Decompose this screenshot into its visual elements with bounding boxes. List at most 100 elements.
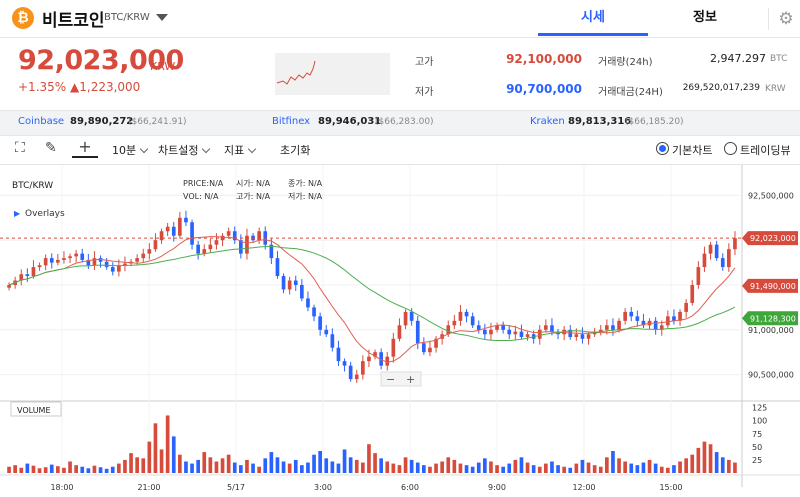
volume-bar (623, 461, 627, 473)
volume-bar (110, 466, 115, 473)
candle-body (605, 325, 609, 330)
volume-bar (611, 451, 615, 473)
candle-body (446, 325, 451, 335)
candle-body (68, 256, 72, 259)
candle-body (452, 320, 457, 326)
volume-bar (226, 454, 231, 473)
volume-bar (653, 463, 658, 473)
basic-chart-label[interactable]: 기본차트 (672, 144, 713, 157)
candle-body (458, 311, 463, 321)
exchange-name-kraken[interactable]: Kraken (530, 116, 565, 127)
crosshair-icon[interactable]: + (72, 137, 98, 158)
zoom-in-icon[interactable]: + (406, 373, 415, 386)
tradingview-label[interactable]: 트레이딩뷰 (740, 144, 791, 157)
volume-bar (720, 457, 725, 473)
volume-bar (86, 468, 91, 473)
indicators-button[interactable]: 지표 (224, 142, 257, 158)
candle-body (519, 331, 524, 337)
volume-bar (117, 463, 121, 473)
volume-bar (171, 436, 176, 473)
candle-body (159, 231, 164, 241)
exchange-price-bar (0, 110, 800, 136)
volume-bar (550, 461, 554, 473)
volume-bar (440, 461, 444, 473)
candle-body (62, 258, 66, 260)
volume-bar (306, 462, 310, 473)
x-tick-label: 15:00 (659, 483, 682, 492)
pencil-icon[interactable]: ✎ (45, 140, 57, 156)
overlays-triangle-icon[interactable]: ▶ (14, 209, 21, 218)
volume-bar (104, 468, 109, 473)
volume-bar (702, 441, 707, 473)
exchange-name-bitfinex[interactable]: Bitfinex (272, 116, 311, 127)
change-amount: ▲1,223,000 (70, 80, 141, 94)
x-tick-label: 5/17 (227, 483, 245, 492)
zoom-out-icon[interactable]: − (386, 373, 395, 386)
info-high: 고가: N/A (236, 192, 271, 201)
candle-body (202, 249, 207, 254)
chart-pair-label: BTC/KRW (12, 181, 53, 191)
volume-bar (251, 463, 255, 473)
candle-body (306, 298, 310, 308)
interval-select[interactable]: 10분 (112, 142, 149, 158)
volume-bar (184, 461, 188, 473)
app-header (0, 0, 800, 38)
volume-bar (714, 452, 719, 473)
tab-info[interactable]: 정보 (693, 10, 717, 25)
candle-body (184, 217, 188, 223)
volume-bar (56, 466, 60, 473)
candle-body (19, 274, 24, 281)
volume-bar (452, 459, 457, 473)
exchange-usd-kraken: ($66,185.20) (625, 117, 684, 127)
volume-bar (129, 453, 133, 473)
fullscreen-icon[interactable]: ⛶ (15, 140, 25, 156)
radio-basic-chart[interactable] (656, 142, 669, 155)
high-value: 92,100,000 (506, 52, 582, 66)
exchange-name-coinbase[interactable]: Coinbase (18, 116, 65, 127)
gear-icon[interactable]: ⚙ (768, 8, 797, 30)
candle-body (733, 238, 737, 250)
volume-bar (537, 466, 542, 473)
volume-bar (74, 465, 78, 473)
volume-tick-label: 125 (752, 404, 767, 413)
candle-body (214, 240, 219, 245)
volume-bar (239, 465, 243, 473)
candle-body (617, 320, 621, 330)
volume-bar (507, 463, 512, 473)
volume-bar (312, 454, 316, 473)
reset-button[interactable]: 초기화 (280, 144, 311, 157)
candle-body (117, 265, 121, 272)
volume-bar (598, 466, 603, 473)
volume-bar (13, 465, 17, 473)
indicators-label: 지표 (224, 144, 245, 157)
candle-body (476, 325, 481, 330)
candle-body (226, 231, 231, 236)
exchange-usd-bitfinex: ($66,283.00) (375, 117, 434, 127)
candlestick-chart[interactable]: 92,500,00092,000,00091,500,00091,000,000… (0, 165, 800, 497)
volume-bar (245, 459, 249, 473)
volume-bar (574, 463, 579, 473)
chart-settings-button[interactable]: 차트설정 (158, 142, 211, 158)
volume-bar (214, 461, 219, 473)
candle-body (153, 240, 158, 250)
volume-bars (7, 415, 737, 473)
volume-bar (141, 458, 146, 473)
x-tick-label: 6:00 (401, 483, 419, 492)
price-sparkline (275, 53, 390, 95)
volume-bar (7, 466, 11, 473)
candle-body (104, 261, 109, 268)
radio-tradingview[interactable] (724, 142, 737, 155)
overlays-toggle[interactable]: Overlays (25, 209, 65, 219)
coin-select-chevron-down-icon[interactable] (156, 14, 168, 21)
tab-price[interactable]: 시세 (538, 0, 648, 36)
candles (7, 210, 737, 383)
volume-title-box (10, 401, 62, 417)
interval-label: 10분 (112, 144, 137, 157)
candle-body (580, 334, 585, 339)
volume-bar (659, 466, 664, 473)
chevron-down-icon (139, 144, 149, 154)
volume-bar (165, 415, 170, 473)
volume-bar (592, 465, 597, 473)
candle-body (49, 258, 54, 263)
volume-value: 2,947.297 (710, 52, 766, 65)
